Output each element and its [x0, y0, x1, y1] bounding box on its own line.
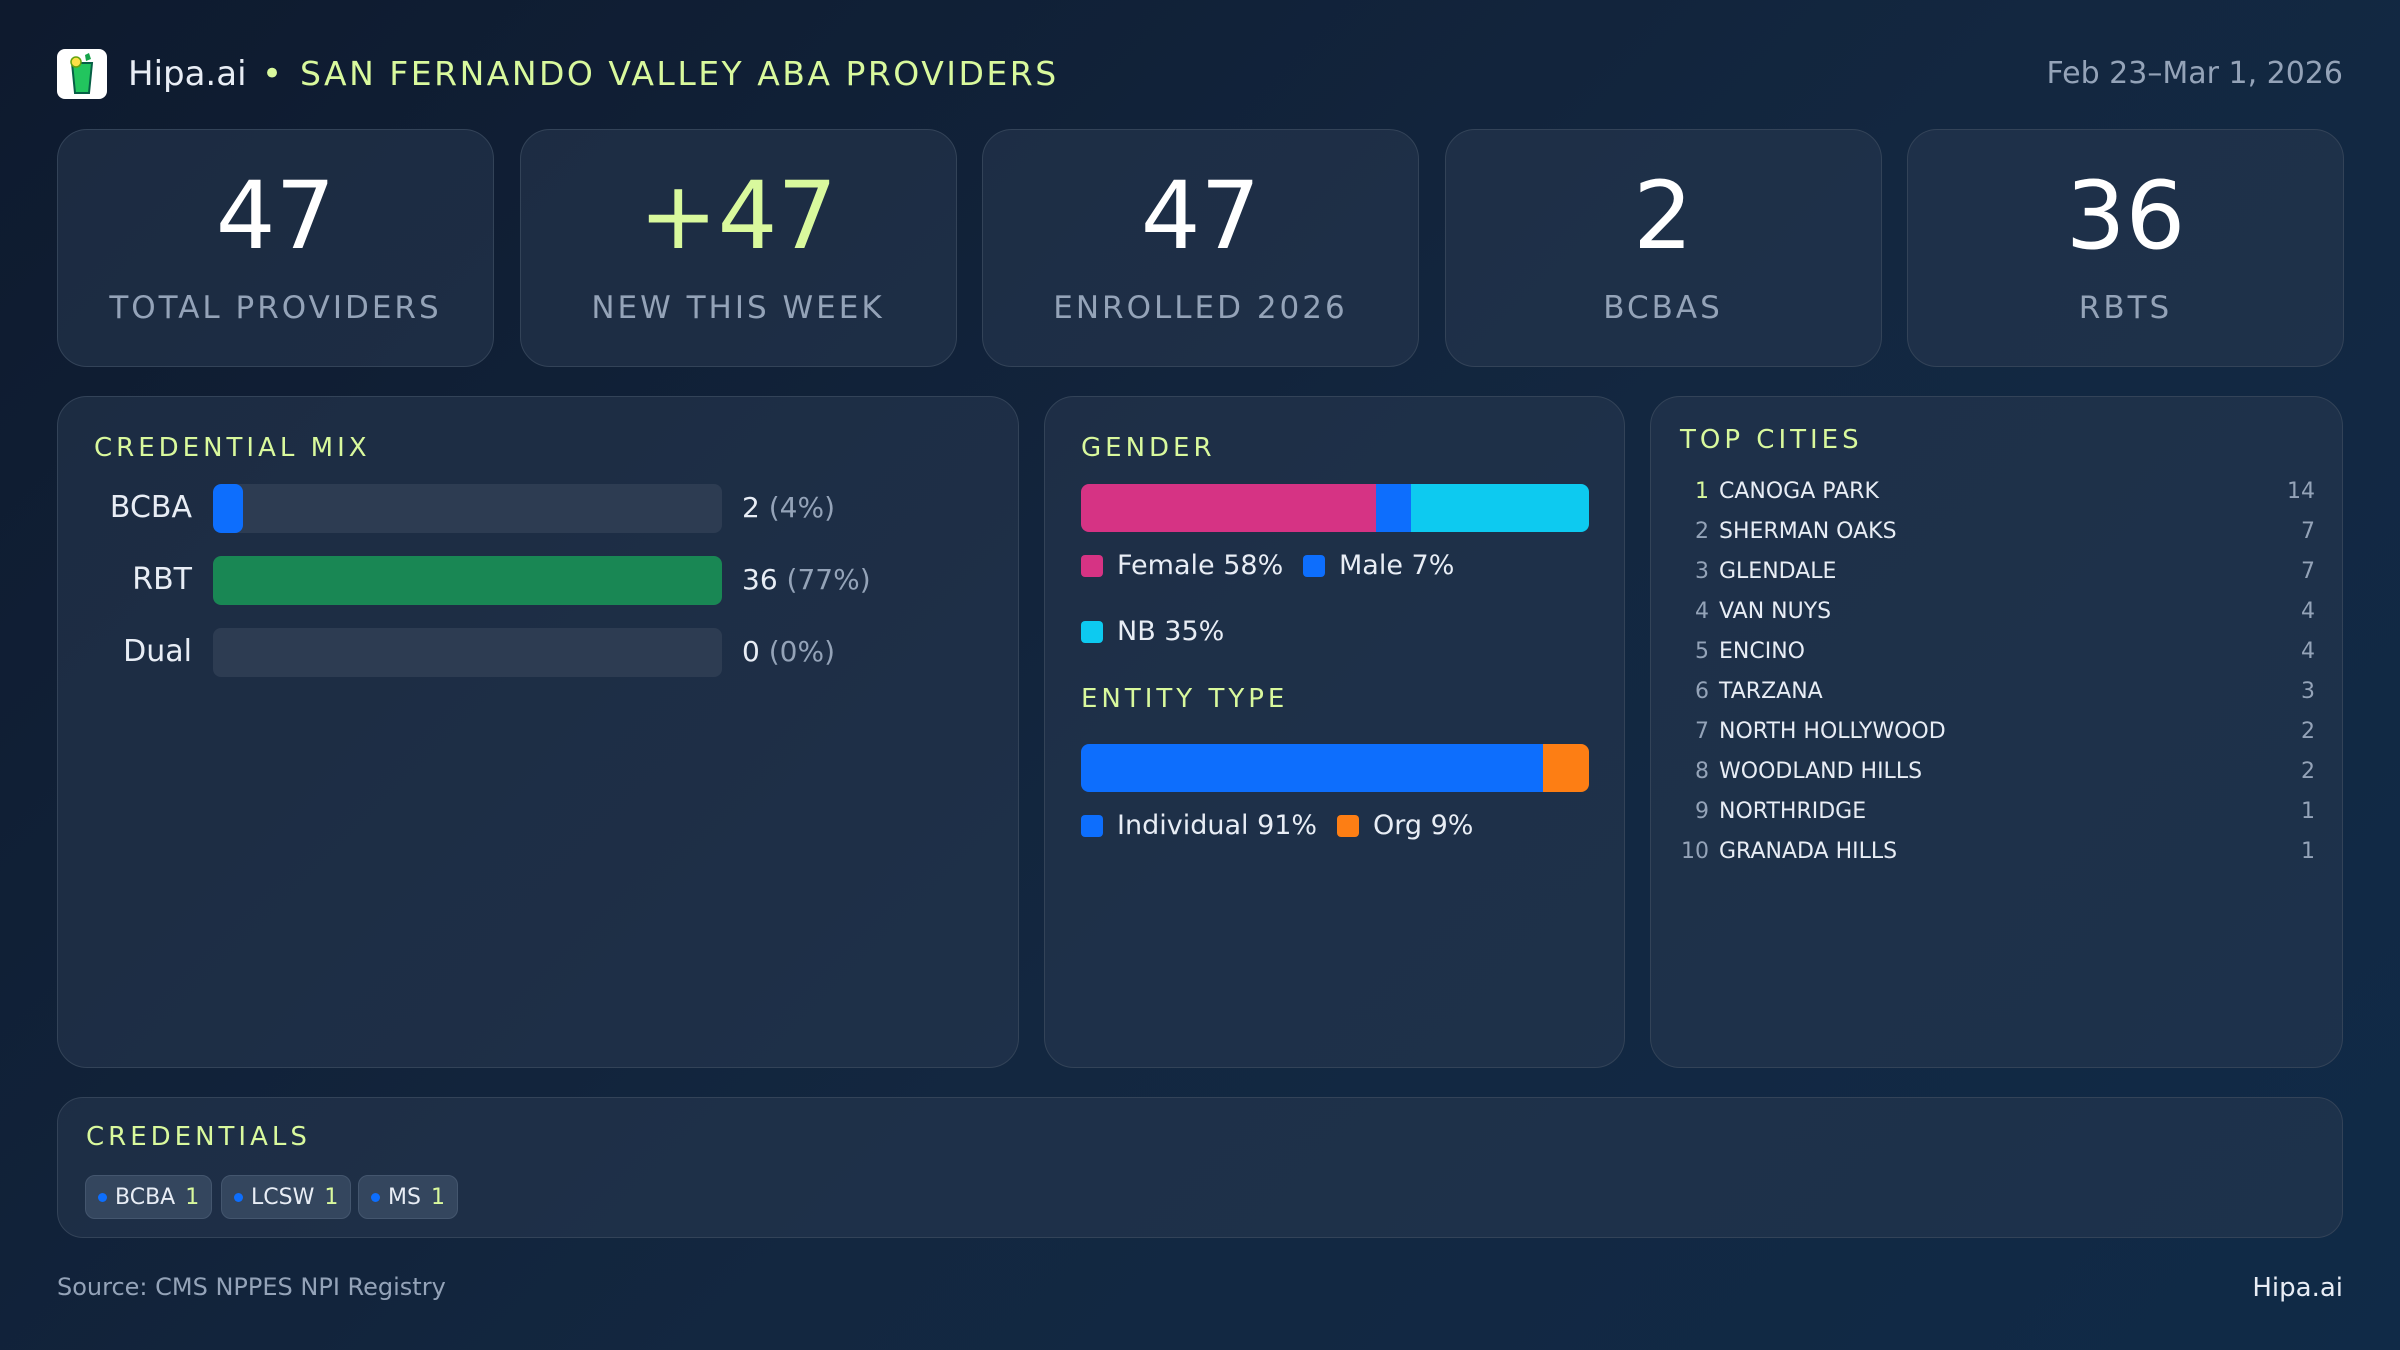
legend-swatch [1081, 814, 1103, 837]
panel-title: CREDENTIAL MIX [94, 433, 371, 463]
bar-segment [1081, 484, 1376, 532]
credential-value: 2 (4%) [742, 491, 836, 524]
dot-icon [98, 1192, 107, 1202]
credential-bar-fill [213, 484, 243, 533]
kpi-card: 47 TOTAL PROVIDERS [57, 129, 494, 367]
legend-item: Female 58% [1081, 550, 1283, 581]
credential-bar-track [213, 484, 722, 533]
city-list-item: 5 ENCINO 4 [1695, 638, 2315, 664]
credential-value: 0 (0%) [742, 635, 836, 668]
kpi-card: 47 ENROLLED 2026 [982, 129, 1419, 367]
credential-chip: BCBA 1 [85, 1175, 213, 1219]
panel-title: TOP CITIES [1680, 425, 1863, 455]
legend-swatch [1081, 620, 1103, 643]
footer-brand: Hipa.ai [2252, 1273, 2343, 1303]
credential-label: Dual [123, 634, 192, 669]
kpi-value: 2 [1633, 162, 1693, 271]
kpi-value: 47 [1140, 162, 1261, 271]
legend-item: NB 35% [1081, 616, 1224, 647]
panel-title: GENDER [1081, 433, 1216, 463]
source-note: Source: CMS NPPES NPI Registry [57, 1273, 446, 1301]
legend-item: Individual 91% [1081, 810, 1317, 841]
kpi-value: +47 [638, 162, 838, 271]
city-list-item: 2 SHERMAN OAKS 7 [1695, 518, 2315, 544]
bar-segment [1543, 744, 1589, 792]
dot-icon [371, 1192, 380, 1202]
page-title: SAN FERNANDO VALLEY ABA PROVIDERS [300, 54, 1059, 93]
city-list-item: 3 GLENDALE 7 [1695, 558, 2315, 584]
city-list-item: 1 CANOGA PARK 14 [1695, 478, 2315, 504]
logo [57, 49, 107, 99]
credential-value: 36 (77%) [742, 563, 871, 596]
kpi-label: NEW THIS WEEK [591, 290, 885, 326]
mojito-glass-icon [70, 53, 94, 94]
city-list-item: 10 GRANADA HILLS 1 [1681, 838, 2315, 864]
credential-bar-fill [213, 556, 722, 605]
bar-segment [1081, 744, 1544, 792]
top-cities-panel: TOP CITIES [1650, 396, 2343, 1068]
bar-segment [1375, 484, 1412, 532]
date-range: Feb 23–Mar 1, 2026 [2046, 56, 2343, 91]
kpi-value: 47 [215, 162, 336, 271]
panel-title: CREDENTIALS [86, 1122, 311, 1152]
separator: • [262, 54, 283, 94]
legend-swatch [1303, 554, 1325, 577]
brand-name: Hipa.ai [128, 54, 247, 94]
kpi-label: ENROLLED 2026 [1053, 290, 1348, 326]
kpi-card: 2 BCBAS [1444, 129, 1882, 367]
kpi-card: 36 RBTS [1907, 129, 2344, 367]
city-list-item: 7 NORTH HOLLYWOOD 2 [1695, 718, 2315, 744]
legend-swatch [1337, 814, 1359, 837]
credential-label: BCBA [109, 490, 192, 525]
kpi-card: +47 NEW THIS WEEK [519, 129, 957, 367]
kpi-label: RBTS [2078, 290, 2173, 326]
legend-swatch [1081, 554, 1103, 577]
legend-item: Male 7% [1303, 550, 1454, 581]
dot-icon [234, 1192, 243, 1202]
legend-item: Org 9% [1337, 810, 1473, 841]
panel-title: ENTITY TYPE [1081, 684, 1289, 714]
credential-label: RBT [132, 562, 192, 597]
gender-stacked-bar [1081, 484, 1589, 532]
city-list-item: 8 WOODLAND HILLS 2 [1695, 758, 2315, 784]
city-list-item: 4 VAN NUYS 4 [1695, 598, 2315, 624]
kpi-label: BCBAS [1603, 290, 1723, 326]
kpi-label: TOTAL PROVIDERS [109, 290, 442, 326]
city-list-item: 9 NORTHRIDGE 1 [1695, 798, 2315, 824]
city-list-item: 6 TARZANA 3 [1695, 678, 2315, 704]
credential-chip: LCSW 1 [221, 1175, 352, 1219]
kpi-value: 36 [2065, 162, 2186, 271]
bar-segment [1411, 484, 1589, 532]
entity-stacked-bar [1081, 744, 1589, 792]
credential-bar-track [213, 556, 722, 605]
credential-bar-track [213, 628, 722, 677]
credential-chip: MS 1 [358, 1175, 458, 1219]
